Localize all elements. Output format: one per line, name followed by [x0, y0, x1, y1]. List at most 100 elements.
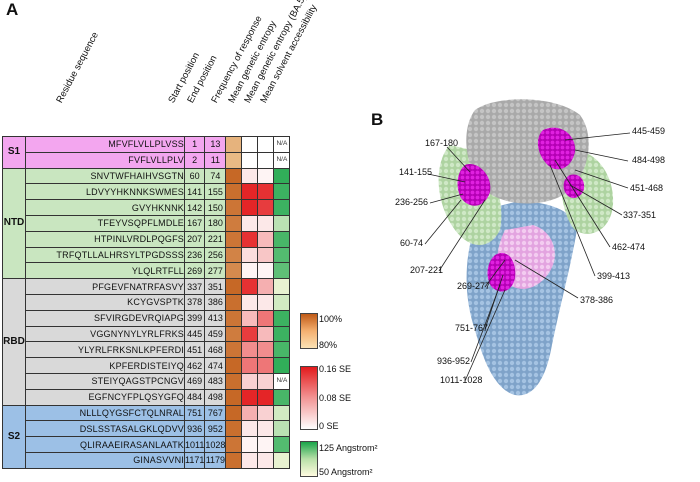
entropy-ba5-cell [257, 325, 275, 343]
structure-label-60-74: 60-74 [400, 238, 424, 248]
residue-sequence: VGGNYNYLYRLFRKS [25, 325, 185, 343]
accessibility-cell [273, 278, 291, 295]
entropy-ba5-cell [257, 199, 275, 216]
table-row: YLYRLFRKSNLKPFERDI 451 468 [3, 341, 291, 359]
frequency-cell [225, 246, 243, 264]
structure-label-207-221: 207-221 [410, 265, 444, 275]
start-position: 236 [183, 246, 206, 264]
residue-sequence: STEIYQAGSTPCNGV [25, 372, 185, 390]
residue-sequence: GINASVVNI [25, 451, 185, 469]
start-position: 751 [183, 404, 206, 422]
end-position: 11 [204, 151, 227, 169]
entropy-legend-mid: 0.08 SE [319, 393, 352, 403]
entropy-ba5-cell [257, 151, 275, 169]
entropy-cell [241, 357, 259, 374]
region-label-rbd: RBD [2, 278, 26, 406]
entropy-legend-bar [300, 366, 318, 430]
residue-sequence: DSLSSTASALGKLQDVV [25, 420, 185, 438]
table-row: KCYGVSPTK 378 386 [3, 293, 291, 311]
entropy-cell [241, 167, 259, 185]
accessibility-cell [273, 199, 291, 216]
residue-sequence: HTPINLVRDLPQGFS [25, 230, 185, 248]
end-position: 155 [204, 183, 227, 201]
accessibility-cell [273, 436, 291, 453]
entropy-cell [241, 293, 259, 311]
residue-sequence: SNVTWFHAIHVSGTN [25, 167, 185, 185]
start-position: 1 [183, 136, 206, 153]
start-position: 484 [183, 388, 206, 406]
structure-label-269-277: 269-277 [457, 281, 491, 291]
frequency-legend-bottom: 80% [319, 340, 338, 350]
accessibility-cell [273, 451, 291, 469]
column-header-0: Residue sequence [54, 30, 101, 105]
entropy-legend-top: 0.16 SE [319, 364, 352, 374]
end-position: 221 [204, 230, 227, 248]
end-position: 468 [204, 341, 227, 359]
table-row: KPFERDISTEIYQ 462 474 [3, 357, 291, 374]
table-row: DSLSSTASALGKLQDVV 936 952 [3, 420, 291, 438]
structure-label-167-180: 167-180 [425, 138, 459, 148]
structure-label-399-413: 399-413 [597, 271, 631, 281]
magenta-epitope-left [457, 164, 491, 206]
entropy-ba5-cell [257, 341, 275, 359]
entropy-ba5-cell [257, 183, 275, 201]
frequency-legend-bar [300, 313, 318, 349]
frequency-cell [225, 278, 243, 295]
entropy-cell [241, 214, 259, 232]
accessibility-legend-bottom: 50 Angstrom² [319, 467, 373, 477]
start-position: 142 [183, 199, 206, 216]
table-row: S1 MFVFLVLLPLVSS 1 13 N/A [2, 136, 291, 169]
entropy-cell [241, 451, 259, 469]
entropy-ba5-cell [257, 357, 275, 374]
frequency-cell [225, 230, 243, 248]
leader-lines [424, 132, 631, 382]
structure-label-1011-1028: 1011-1028 [440, 375, 483, 385]
frequency-cell [225, 214, 243, 232]
region-label-s2: S2 [2, 404, 26, 469]
accessibility-cell [273, 246, 291, 264]
frequency-legend-top: 100% [319, 314, 343, 324]
entropy-cell [241, 278, 259, 295]
entropy-ba5-cell [257, 372, 275, 390]
panel-letter-b: B [371, 110, 384, 129]
end-position: 459 [204, 325, 227, 343]
start-position: 2 [183, 151, 206, 169]
table-row: LDVYYHKNNKSWMES 141 155 [3, 183, 291, 201]
entropy-cell [241, 436, 259, 453]
residue-sequence: MFVFLVLLPLVSS [25, 136, 185, 153]
frequency-cell [225, 183, 243, 201]
frequency-cell [225, 420, 243, 438]
table-row: GINASVVNI 1171 1179 [3, 451, 291, 469]
residue-sequence: NLLLQYGSFCTQLNRAL [25, 404, 185, 422]
table-row: TFEYVSQPFLMDLE 167 180 [3, 214, 291, 232]
residue-sequence: PFGEVFNATRFASVY [25, 278, 185, 295]
table-row: S2 NLLLQYGSFCTQLNRAL 751 767 [2, 404, 291, 469]
frequency-cell [225, 136, 243, 153]
residue-sequence: GVYHKNNK [25, 199, 185, 216]
end-position: 351 [204, 278, 227, 295]
structure-label-751-767: 751-767 [455, 323, 489, 333]
end-position: 150 [204, 199, 227, 216]
frequency-cell [225, 404, 243, 422]
entropy-legend-bottom: 0 SE [319, 421, 339, 431]
residue-sequence: KPFERDISTEIYQ [25, 357, 185, 374]
end-position: 483 [204, 372, 227, 390]
entropy-ba5-cell [257, 451, 275, 469]
table-row: FVFLVLLPLV 2 11 N/A [3, 151, 291, 169]
end-position: 952 [204, 420, 227, 438]
magenta-epitope-center [487, 252, 516, 292]
table-row: YLQLRTFLL 269 277 [3, 262, 291, 280]
residue-sequence: LDVYYHKNNKSWMES [25, 183, 185, 201]
frequency-cell [225, 436, 243, 453]
frequency-cell [225, 372, 243, 390]
structure-label-141-155: 141-155 [399, 167, 433, 177]
start-position: 60 [183, 167, 206, 185]
accessibility-cell [273, 420, 291, 438]
residue-sequence: FVFLVLLPLV [25, 151, 185, 169]
start-position: 207 [183, 230, 206, 248]
table-row: GVYHKNNK 142 150 [3, 199, 291, 216]
entropy-ba5-cell [257, 388, 275, 406]
frequency-cell [225, 199, 243, 216]
frequency-cell [225, 309, 243, 327]
frequency-cell [225, 151, 243, 169]
